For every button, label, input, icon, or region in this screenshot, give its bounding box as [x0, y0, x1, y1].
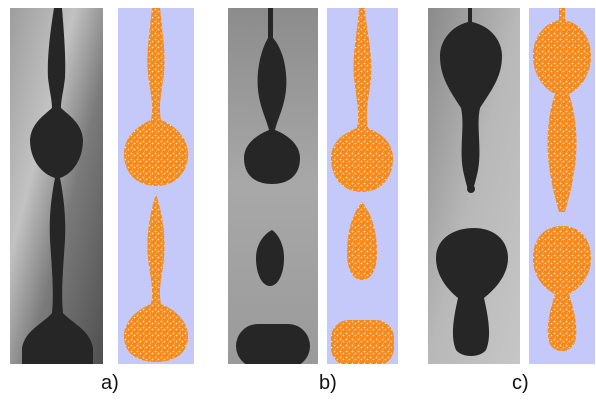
panel-label-a: a) — [101, 372, 119, 394]
fluid-thread — [436, 228, 508, 356]
fluid-pool — [331, 320, 394, 364]
panel-b-simulation — [327, 8, 398, 364]
panel-b-experiment — [228, 8, 318, 364]
fluid-thread — [331, 8, 393, 192]
panel-label-c: c) — [512, 372, 529, 394]
panel-label-b: b) — [319, 372, 337, 394]
fluid-droplet — [347, 202, 377, 280]
fluid-thread — [124, 194, 188, 362]
fluid-droplet — [256, 230, 284, 286]
fluid-thread — [440, 8, 502, 190]
fluid-thread — [244, 8, 300, 184]
fluid-pool — [236, 324, 310, 364]
fluid-thread — [533, 8, 591, 212]
fluid-thread — [124, 8, 188, 186]
panel-a-simulation — [118, 8, 194, 364]
fluid-droplet — [467, 185, 475, 193]
fluid-thread — [22, 8, 93, 364]
panel-c-simulation — [529, 8, 595, 364]
panel-a-experiment — [10, 8, 103, 364]
fluid-thread — [533, 226, 591, 351]
panel-c-experiment — [428, 8, 520, 364]
